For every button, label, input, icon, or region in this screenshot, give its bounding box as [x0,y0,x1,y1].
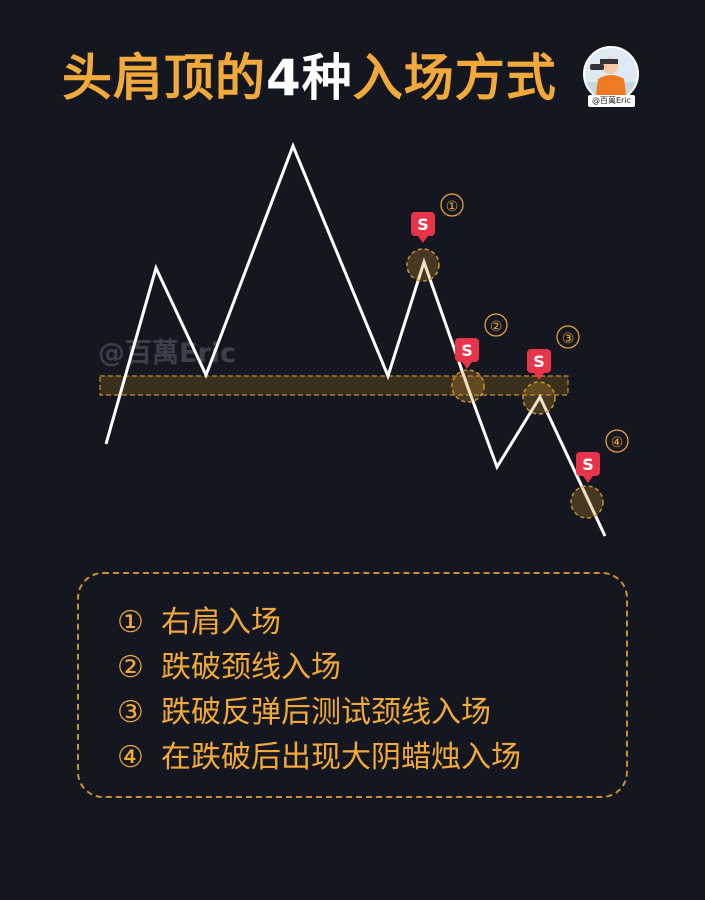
page-title: 头肩顶的4种入场方式 [62,48,557,108]
list-item: ① 右肩入场 [117,600,521,645]
entry-zone-circle [406,248,440,282]
avatar-tag: @百萬Eric [588,95,635,107]
marker-label: ① [446,199,459,215]
title-part-1: 头肩顶的 [62,49,266,107]
list-item-text: 跌破颈线入场 [161,650,341,685]
list-item-number: ④ [117,740,144,775]
entry-marker-4: S ④ [570,429,629,519]
neckline-zone [99,375,569,396]
sell-signal-icon: S [411,212,435,243]
signal-letter: S [417,215,429,234]
signal-letter: S [461,341,473,360]
marker-badge [556,325,580,349]
entry-methods-panel [77,572,628,798]
list-item: ③ 跌破反弹后测试颈线入场 [117,690,521,735]
list-item-text: 跌破反弹后测试颈线入场 [161,695,491,730]
price-line [104,141,607,537]
signal-letter: S [533,352,545,371]
entry-zone-circle [522,381,556,415]
marker-label: ④ [611,435,624,451]
entry-marker-3: S ③ [522,325,580,415]
title-part-2: 4种 [266,49,353,107]
entry-zone-circle [570,485,604,519]
list-item: ② 跌破颈线入场 [117,645,521,690]
entry-methods-list: ① 右肩入场 ② 跌破颈线入场 ③ 跌破反弹后测试颈线入场 ④ 在跌破后出现大阴蜡烛入场 [117,600,521,780]
list-item: ④ 在跌破后出现大阴蜡烛入场 [117,735,521,780]
entry-zone-circle [451,369,485,403]
entry-marker-2: S ② [451,313,508,403]
sell-signal-icon: S [455,338,479,369]
marker-label: ② [490,319,503,335]
sell-signal-icon: S [576,452,600,483]
marker-badge [605,429,629,453]
entry-marker-1: S ① [406,193,464,282]
marker-badge [484,313,508,337]
marker-label: ③ [562,331,575,347]
list-item-number: ③ [117,695,144,730]
marker-badge [440,193,464,217]
list-item-number: ① [117,605,144,640]
list-item-text: 在跌破后出现大阴蜡烛入场 [161,740,521,775]
title-part-3: 入场方式 [352,49,557,107]
signal-letter: S [582,455,594,474]
head-and-shoulders-diagram: @百萬Eric S ① S ② S ③ [98,141,629,537]
sell-signal-icon: S [527,349,551,380]
list-item-text: 右肩入场 [161,605,281,640]
list-item-number: ② [117,650,144,685]
